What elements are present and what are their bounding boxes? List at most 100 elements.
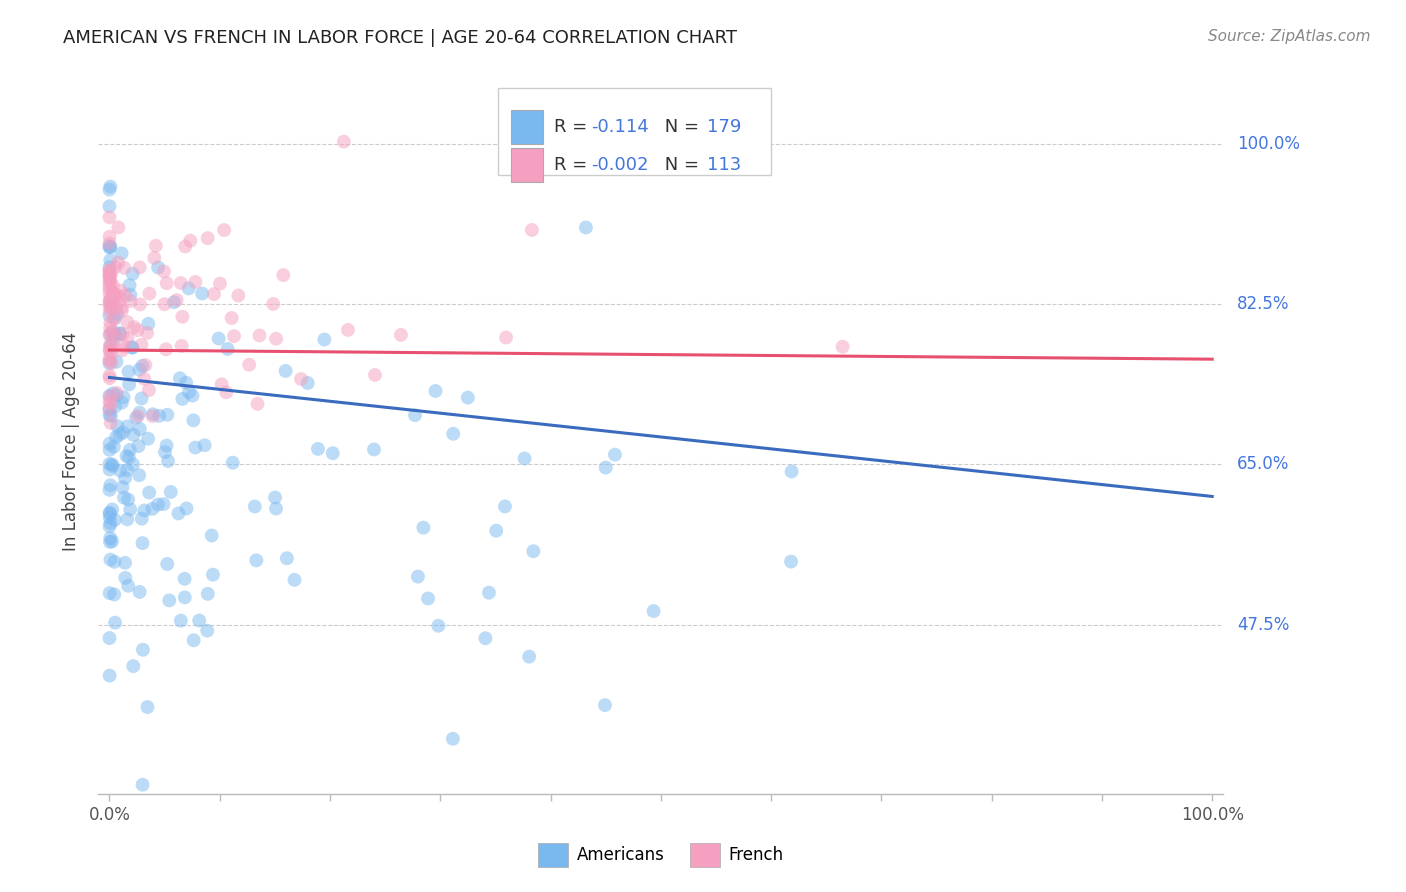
Point [118,450,141,465]
Point [98,309,121,323]
Point [283,573,305,587]
Point [98,586,121,600]
Point [246,397,269,411]
Point [155,343,177,357]
Point [108,427,131,442]
Text: 113: 113 [707,156,741,174]
Point [136,700,159,714]
Point [100,301,122,316]
Point [107,295,129,310]
Point [98,344,121,359]
Point [211,377,233,392]
Point [98,408,121,422]
Point [136,326,159,340]
Point [118,442,141,457]
Point [153,297,176,311]
Point [595,460,617,475]
Point [643,604,665,618]
Point [128,406,150,420]
Point [98,339,121,353]
Point [138,383,160,397]
Point [121,341,143,355]
Point [100,293,122,307]
Point [121,267,143,281]
Point [100,416,122,430]
Point [98,402,121,417]
Point [100,552,122,566]
Point [105,307,128,321]
Point [264,491,287,505]
Point [217,342,239,356]
Point [98,253,121,268]
Point [188,614,211,628]
Point [98,179,121,194]
Point [264,501,287,516]
Point [98,275,121,289]
Point [138,317,160,331]
Point [128,422,150,436]
Point [103,328,125,343]
Point [169,371,191,385]
Point [105,388,128,402]
Point [146,260,169,275]
Point [120,293,142,308]
Point [183,633,205,648]
Point [100,356,122,370]
Point [513,451,536,466]
Point [120,502,142,516]
Point [131,511,153,525]
Point [485,524,508,538]
Point [249,328,271,343]
Point [145,239,167,253]
Point [290,372,312,386]
Point [142,407,165,421]
Point [114,339,136,353]
Point [107,255,129,269]
Point [176,501,198,516]
Point [191,286,214,301]
Point [98,510,121,524]
Point [115,449,138,463]
Point [593,698,616,712]
Point [100,267,122,281]
Point [100,298,122,312]
Point [128,260,150,275]
Point [98,267,121,281]
Point [228,288,250,302]
Point [474,632,496,646]
Point [363,442,385,457]
Point [134,372,156,386]
Point [103,327,125,342]
Point [111,301,134,315]
Point [98,260,121,275]
Point [112,491,135,505]
Point [104,400,127,414]
Point [314,333,336,347]
Point [103,332,125,346]
Point [441,731,464,746]
Point [98,457,121,471]
Point [238,358,260,372]
Point [122,458,145,472]
Point [117,492,139,507]
Point [333,135,356,149]
Point [170,614,193,628]
Point [416,591,439,606]
Point [111,480,134,494]
Point [831,340,853,354]
Point [98,442,121,457]
Point [98,263,121,277]
Text: 100.0%: 100.0% [1237,135,1301,153]
Point [173,572,195,586]
Point [425,384,447,398]
Point [153,445,176,459]
Point [131,338,153,352]
Point [105,419,128,434]
Point [98,269,121,284]
Point [98,275,121,289]
Point [98,183,121,197]
Point [197,231,219,245]
Point [184,275,207,289]
Point [197,587,219,601]
Point [101,278,124,293]
